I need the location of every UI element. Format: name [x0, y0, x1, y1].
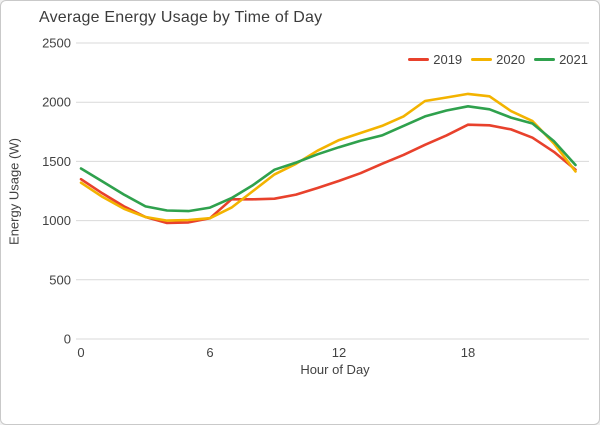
line-series-2021	[79, 105, 577, 213]
x-tick-label-18: 18	[461, 345, 475, 360]
gridlines	[76, 42, 589, 340]
y-axis-title: Energy Usage (W)	[6, 138, 22, 245]
x-tick-label-6: 6	[206, 345, 213, 360]
legend-label-2020: 2020	[496, 52, 526, 67]
data-lines	[79, 92, 577, 225]
line-series-2019	[79, 123, 577, 225]
x-tick-label-12: 12	[332, 345, 346, 360]
legend-item-2019: 2019	[408, 52, 462, 67]
y-tick-label-2500: 2500	[42, 36, 71, 51]
legend-item-2020: 2020	[471, 52, 525, 67]
y-tick-label-2000: 2000	[42, 95, 71, 110]
legend-label-2021: 2021	[559, 52, 588, 67]
y-axis-tick-labels: 0 500 1000 1500 2000 2500	[42, 36, 71, 347]
y-tick-label-0: 0	[64, 332, 71, 347]
chart-title: Average Energy Usage by Time of Day	[39, 9, 323, 26]
x-axis-tick-labels: 0 6 12 18	[77, 345, 475, 360]
y-tick-label-500: 500	[49, 272, 71, 287]
legend-swatch-2020	[471, 58, 493, 61]
x-tick-label-0: 0	[77, 345, 84, 360]
y-tick-label-1500: 1500	[42, 154, 71, 169]
x-axis-title: Hour of Day	[300, 362, 370, 377]
legend: 2019 2020 2021	[408, 52, 588, 67]
y-tick-label-1000: 1000	[42, 213, 71, 228]
legend-item-2021: 2021	[534, 52, 588, 67]
legend-label-2019: 2019	[433, 52, 463, 67]
legend-swatch-2019	[408, 58, 430, 61]
legend-swatch-2021	[534, 58, 556, 61]
line-series-2020	[79, 92, 577, 222]
